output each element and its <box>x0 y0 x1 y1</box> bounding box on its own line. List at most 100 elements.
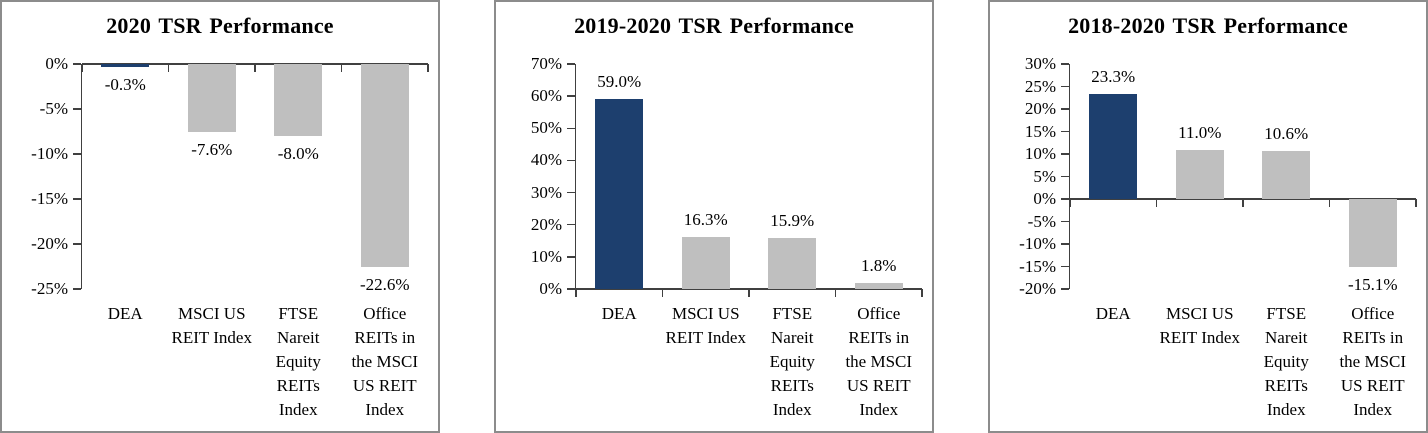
bar-value-label: 23.3% <box>1091 67 1136 87</box>
y-axis-tick <box>1060 175 1069 178</box>
y-tick-label: -20% <box>1019 279 1056 298</box>
y-tick-label: -25% <box>31 279 68 298</box>
plot-area: 0% -5% -10% -15% -20% -25% -0.3% DEA -7.6% MSCI U… <box>2 2 438 431</box>
category-label-line: REITs in <box>848 328 910 347</box>
y-tick-label: 0% <box>1033 189 1056 208</box>
category-label-line: the MSCI <box>1339 352 1407 371</box>
y-axis-tick <box>1060 198 1069 200</box>
category-label-line: US REIT <box>846 376 911 395</box>
category-label-line: US REIT <box>1340 376 1405 395</box>
bar-value-label: -8.0% <box>277 144 319 163</box>
y-tick-label: 50% <box>530 118 562 138</box>
category-label-line: FTSE <box>772 304 813 323</box>
y-tick-label: -10% <box>31 144 68 163</box>
y-axis-tick <box>72 198 81 200</box>
y-axis-tick <box>1060 108 1069 110</box>
category-label-line: DEA <box>107 304 143 323</box>
bar-value-label: 10.6% <box>1264 124 1309 144</box>
bar-msci-us-reit-index <box>187 64 236 133</box>
bar-value-label: -7.6% <box>191 140 233 160</box>
category-label-line: Index <box>1266 400 1306 419</box>
y-axis-tick <box>566 95 575 97</box>
category-label-line: REIT Index <box>171 328 252 347</box>
category-label-line: Index <box>278 400 318 419</box>
category-axis-tick <box>81 64 83 72</box>
category-label-line: Nareit <box>771 328 814 347</box>
category-label: Office REITs in the MSCI US REIT Index <box>330 302 438 422</box>
y-tick-label: 20% <box>530 214 562 234</box>
category-label: FTSE Nareit Equity REITs Index <box>737 302 847 422</box>
y-axis-tick <box>72 153 81 155</box>
category-label-line: Nareit <box>1265 328 1308 347</box>
y-axis-tick <box>1060 63 1069 65</box>
category-label-line: US REIT <box>352 376 417 395</box>
bar-value-label: 1.8% <box>861 256 897 276</box>
y-tick-label: 0% <box>45 54 68 73</box>
bar-office-reits-in-the-msci-us-reit-index <box>1348 199 1397 267</box>
category-label-line: Office <box>363 304 407 323</box>
chart-title: 2019-2020 TSR Performance <box>574 13 854 38</box>
y-axis-tick <box>566 288 575 290</box>
y-axis-tick <box>566 159 575 162</box>
bar-value-label: 11.0% <box>1178 122 1222 142</box>
category-label: MSCI US REIT Index <box>1145 302 1255 350</box>
y-tick-label: -20% <box>31 234 68 253</box>
bar-ftse-nareit-equity-reits-index <box>274 64 323 136</box>
y-axis-tick <box>1060 153 1069 155</box>
category-axis-tick <box>340 64 343 72</box>
bar-ftse-nareit-equity-reits-index <box>1262 151 1311 199</box>
category-label-line: Office <box>857 304 901 323</box>
category-label: FTSE Nareit Equity REITs Index <box>243 302 353 422</box>
y-tick-label: -10% <box>1019 234 1056 253</box>
category-label-line: Index <box>365 400 405 419</box>
y-tick-label: 70% <box>530 54 562 73</box>
category-label-line: Equity <box>275 352 321 371</box>
category-axis-tick <box>427 64 429 72</box>
plot-area: 70% 60% 50% 40% 30% 20% 10% 0% 59.0% DEA 16.3% MSCI… <box>496 2 932 431</box>
y-tick-label: 5% <box>1033 166 1056 186</box>
y-tick-label: -5% <box>39 99 68 118</box>
y-axis-tick <box>1060 85 1069 88</box>
bar-msci-us-reit-index <box>1175 149 1224 199</box>
y-axis-tick <box>566 223 575 226</box>
category-label-line: FTSE <box>278 304 319 323</box>
category-axis-tick <box>1069 199 1071 207</box>
category-label: FTSE Nareit Equity REITs Index <box>1231 302 1341 422</box>
y-axis-tick <box>566 127 575 130</box>
plot-area: 30% 25% 20% 15% 10% 5% 0% -5% -10% -15% -20% 23.3% D… <box>990 2 1426 431</box>
y-tick-label: -5% <box>1027 211 1056 231</box>
y-axis-tick <box>1060 220 1069 223</box>
category-axis-tick <box>834 289 837 297</box>
y-axis-tick <box>72 63 81 65</box>
y-tick-label: 20% <box>1024 99 1056 118</box>
category-label-line: Index <box>772 400 812 419</box>
category-label-line: REIT Index <box>665 328 746 347</box>
y-tick-label: 0% <box>539 279 562 298</box>
category-label-line: REITs <box>1264 376 1308 395</box>
y-tick-label: 30% <box>1024 54 1056 73</box>
bar-office-reits-in-the-msci-us-reit-index <box>854 283 903 289</box>
category-label-line: the MSCI <box>845 352 913 371</box>
bar-value-label: 15.9% <box>770 210 815 230</box>
category-label-line: Index <box>859 400 899 419</box>
category-label-line: REITs in <box>1342 328 1404 347</box>
category-label: Office REITs in the MSCI US REIT Index <box>824 302 932 422</box>
y-axis-tick <box>1060 130 1069 133</box>
category-axis-tick <box>661 289 664 297</box>
bar-dea <box>101 64 150 67</box>
chart-panel-2019-2020-tsr: 2019-2020 TSR Performance 70% 60% 50% 40% 30… <box>494 0 934 433</box>
y-axis-tick <box>566 63 575 65</box>
category-label: DEA <box>70 302 180 326</box>
category-label: MSCI US REIT Index <box>651 302 761 350</box>
y-axis-tick <box>1060 288 1069 290</box>
y-axis-tick <box>566 191 575 194</box>
category-label-line: MSCI US <box>671 304 740 323</box>
y-tick-label: 25% <box>1024 76 1056 96</box>
bar-ftse-nareit-equity-reits-index <box>768 237 817 289</box>
y-tick-label: -15% <box>1019 256 1056 276</box>
bar-value-label: -15.1% <box>1347 274 1398 294</box>
chart-panel-2018-2020-tsr: 2018-2020 TSR Performance 30% 25% 20% 15% 10… <box>988 0 1428 433</box>
y-axis-line <box>574 64 576 289</box>
category-label-line: REITs <box>770 376 814 395</box>
